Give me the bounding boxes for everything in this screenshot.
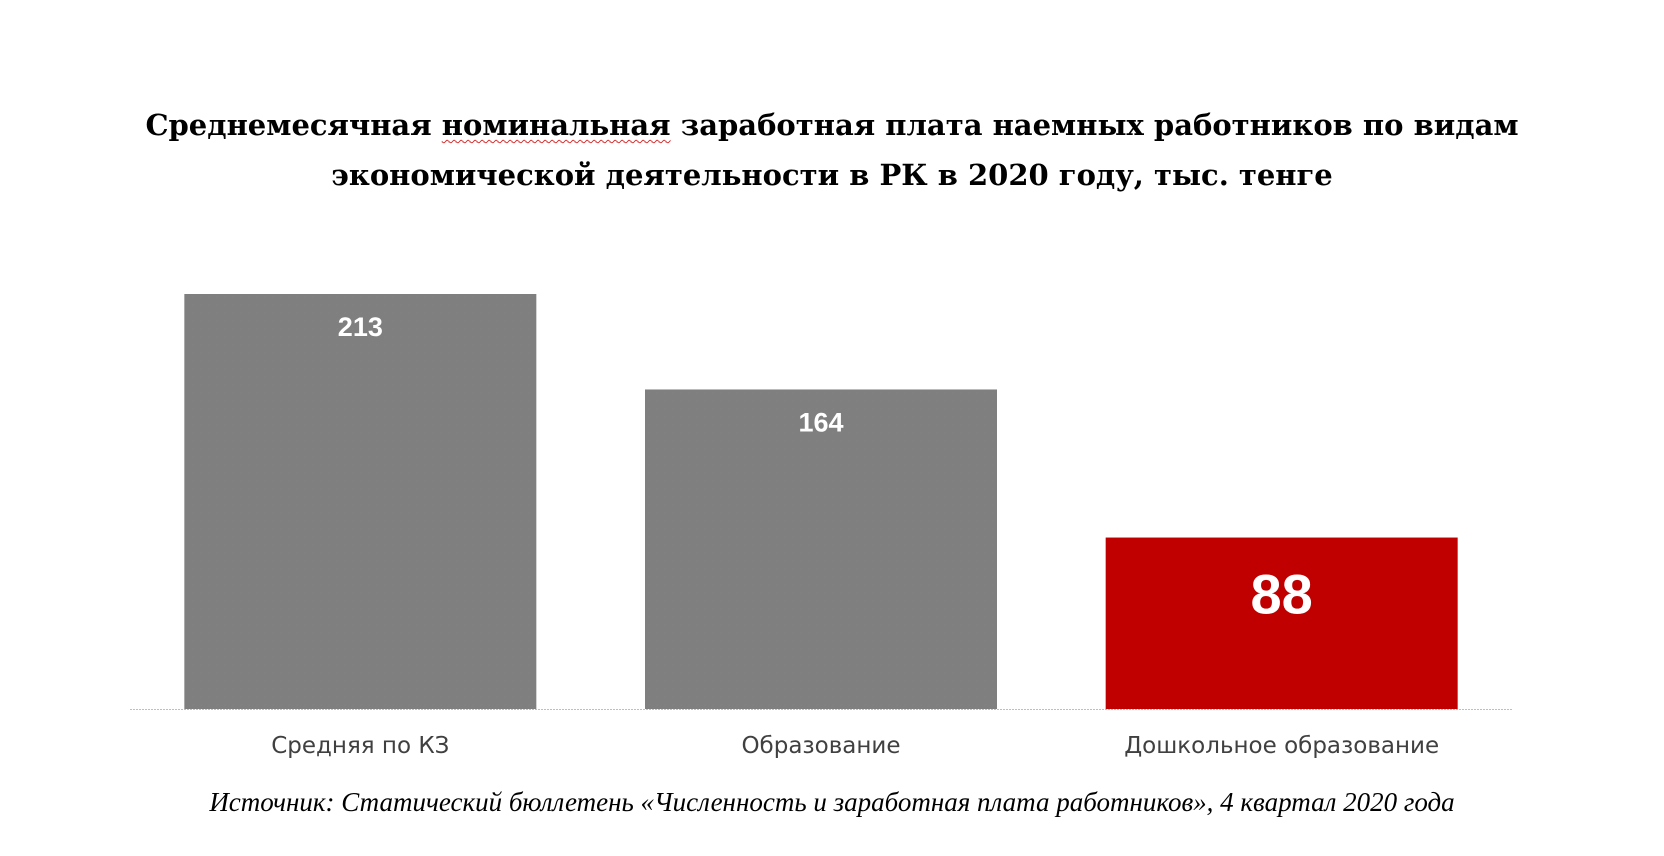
- title-text-start: Среднемесячная: [145, 108, 442, 142]
- chart-title-line-2: экономической деятельности в РК в 2020 г…: [331, 158, 1333, 192]
- data-label-2: 164: [798, 407, 843, 437]
- bar-texture-1: [186, 296, 535, 709]
- data-label-3: 88: [1251, 563, 1313, 626]
- data-label-1: 213: [338, 312, 383, 342]
- labels-layer: 213 Средняя по КЗ 164 Образование 88 Дошкольн…: [271, 312, 1439, 759]
- chart-title-line-1: Среднемесячная номинальная заработная пл…: [0, 100, 1664, 150]
- chart-title: Среднемесячная номинальная заработная пл…: [0, 100, 1664, 200]
- bars-layer: [184, 294, 1458, 709]
- source-note: Источник: Статический бюллетень «Численн…: [209, 787, 1455, 817]
- x-tick-label-3: Дошкольное образование: [1124, 733, 1439, 759]
- title-text-end: заработная плата наемных работников по в…: [670, 108, 1519, 142]
- bar-3: [1105, 537, 1458, 709]
- x-tick-label-1: Средняя по КЗ: [271, 733, 449, 759]
- bar-texture-2: [647, 391, 995, 709]
- spellcheck-marked-word: номинальная: [441, 108, 671, 142]
- x-tick-label-2: Образование: [741, 733, 900, 759]
